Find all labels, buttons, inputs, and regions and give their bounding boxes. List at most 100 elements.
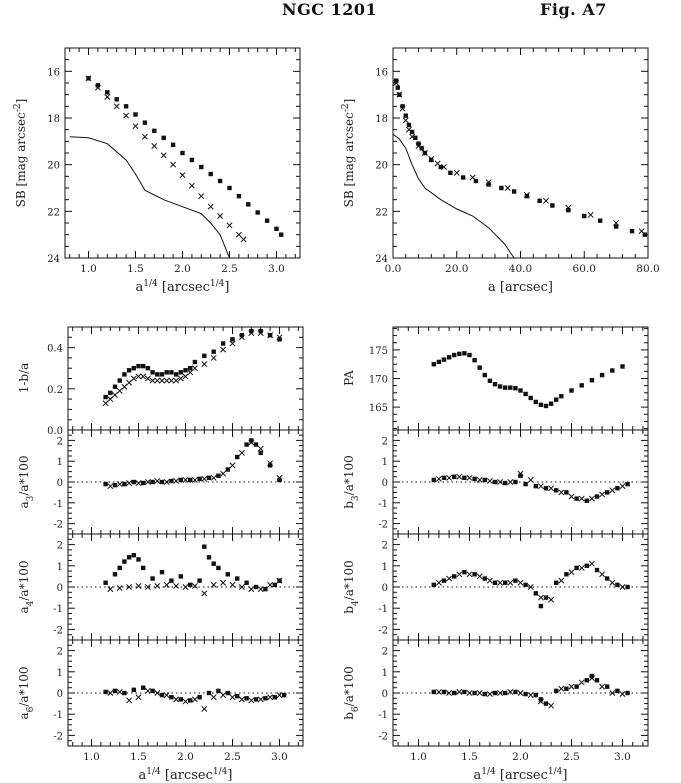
data-point-cross [135, 480, 142, 486]
y-tick-label: 16 [47, 67, 60, 78]
data-point-cross [396, 91, 403, 98]
data-point-cross [609, 487, 616, 494]
data-point-filled [112, 572, 118, 577]
data-point-filled [503, 690, 508, 696]
data-point-cross [548, 596, 555, 603]
data-point-filled [103, 580, 108, 585]
data-point-cross [486, 577, 493, 584]
data-point-cross [523, 192, 530, 198]
data-point-cross [609, 579, 616, 586]
y-tick-label: 2 [382, 647, 388, 658]
y-tick-label: 0.2 [47, 385, 63, 396]
data-point-filled [499, 185, 504, 191]
x-tick-label: 2.0 [512, 751, 529, 763]
data-point-filled [533, 483, 538, 489]
data-point-cross [116, 481, 123, 488]
y-axis-label: b4/a*100 [342, 560, 361, 614]
data-point-filled [112, 688, 118, 694]
data-point-filled [599, 372, 605, 378]
y-tick-label: 1 [57, 457, 63, 468]
data-point-cross [599, 491, 606, 498]
data-point-filled [117, 378, 122, 383]
data-point-filled [235, 693, 240, 699]
series-line [393, 133, 515, 258]
data-point-cross [187, 369, 194, 376]
y-tick-label: -1 [378, 604, 388, 615]
y-axis-label: PA [342, 370, 356, 386]
data-point-cross [599, 683, 606, 690]
data-point-filled [582, 213, 587, 219]
data-point-filled [409, 129, 415, 135]
data-point-filled [548, 401, 554, 406]
data-point-filled [482, 477, 487, 483]
data-point-cross [588, 560, 595, 567]
data-point-cross [179, 172, 186, 179]
data-point-filled [436, 359, 442, 365]
data-point-filled [642, 232, 648, 237]
y-tick-label: -1 [378, 499, 388, 510]
data-point-filled [253, 584, 259, 590]
x-tick-label: 1.5 [130, 751, 147, 763]
data-point-filled [122, 481, 127, 487]
data-point-cross [507, 688, 514, 695]
data-point-filled [244, 696, 249, 701]
data-point-cross [267, 694, 274, 701]
data-point-cross [132, 123, 139, 130]
data-point-cross [421, 150, 428, 156]
data-point-filled [564, 490, 569, 495]
y-tick-label: 0 [57, 478, 63, 489]
data-point-filled [277, 337, 282, 342]
data-point-cross [613, 220, 620, 226]
data-point-filled [122, 559, 127, 564]
data-point-cross [107, 586, 114, 593]
data-point-filled [236, 193, 242, 199]
data-point-cross [102, 400, 109, 407]
data-point-filled [112, 384, 118, 389]
data-point-filled [178, 574, 183, 579]
data-point-filled [518, 388, 523, 393]
data-point-filled [429, 157, 434, 163]
x-tick-label: 2.5 [224, 751, 241, 763]
data-point-cross [210, 354, 217, 361]
data-point-filled [503, 385, 508, 390]
data-point-cross [159, 377, 165, 384]
x-tick-label: 2.0 [177, 751, 194, 763]
data-point-filled [159, 569, 165, 575]
x-axis-label: a1/4 [arcsec1/4] [474, 767, 568, 783]
data-point-filled [441, 578, 447, 583]
data-point-cross [399, 105, 406, 112]
data-point-filled [282, 692, 287, 698]
data-point-filled [112, 482, 118, 488]
data-point-cross [276, 334, 283, 341]
data-point-cross [182, 373, 189, 380]
data-point-filled [492, 479, 498, 485]
data-point-filled [235, 576, 240, 581]
data-point-filled [472, 572, 477, 577]
y-tick-label: -2 [53, 625, 63, 636]
data-point-filled [178, 477, 183, 483]
data-point-filled [615, 486, 620, 491]
data-point-cross [558, 685, 565, 692]
y-tick-label: -1 [53, 499, 63, 510]
data-point-cross [276, 474, 283, 481]
data-point-cross [238, 334, 245, 341]
data-point-filled [131, 553, 136, 558]
data-point-filled [123, 104, 129, 109]
data-point-cross [453, 169, 460, 176]
data-point-filled [559, 394, 564, 399]
data-point-filled [413, 135, 418, 141]
data-point-filled [523, 691, 528, 697]
data-point-cross [229, 581, 236, 588]
data-point-filled [462, 475, 467, 481]
panel-a6: 1.0 1.5 2.0 2.5 3.0 -2 -1 0 1 2 a1/4 [arcsec1/4] a6… [17, 639, 304, 783]
data-point-filled [497, 384, 503, 389]
data-point-cross [486, 691, 493, 698]
data-point-cross [182, 584, 189, 590]
data-point-cross [229, 340, 236, 347]
data-point-filled [550, 203, 555, 208]
x-tick-label: 1.0 [410, 751, 427, 763]
x-tick-label: 3.0 [614, 751, 631, 763]
data-point-cross [267, 332, 274, 339]
data-point-cross [173, 696, 180, 703]
data-point-cross [226, 222, 233, 229]
